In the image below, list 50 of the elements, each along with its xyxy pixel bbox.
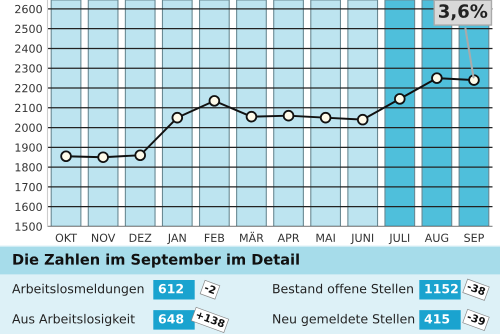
x-tick-label: NOV [92, 234, 116, 242]
text: +138 [196, 310, 226, 328]
text: Aus Arbeitslosigkeit [12, 314, 135, 326]
text: 1152 [425, 284, 458, 294]
y-tick-label: 1600 [16, 202, 42, 212]
x-tick-label: JAN [167, 234, 186, 244]
x-tick-label: APR [278, 234, 300, 242]
point [60, 150, 72, 162]
y-tick-label: 1800 [16, 163, 42, 172]
y-tick-label: 2200 [15, 84, 42, 92]
point [394, 93, 406, 105]
x-tick-label: JULI [388, 234, 410, 244]
text: -38 [466, 282, 486, 296]
point [208, 95, 220, 107]
y-tick-label: 2500 [15, 24, 42, 34]
point [320, 112, 332, 124]
y-tick-label: 1500 [16, 222, 42, 231]
x-tick-label: AUG [424, 234, 448, 242]
text: Die Zahlen im September im Detail [13, 254, 299, 268]
point [172, 112, 184, 124]
y-tick-label: 2400 [15, 44, 42, 53]
y-tick-label: 2000 [15, 124, 42, 132]
x-tick-label: MÄR [240, 232, 264, 242]
x-tick-label: OKT [56, 234, 78, 242]
y-tick-label: 1900 [16, 143, 42, 152]
y-tick-label: 2100 [15, 104, 42, 112]
y-tick-label: 1700 [16, 182, 42, 192]
text: 415 [424, 314, 450, 324]
text: -39 [466, 312, 486, 326]
point [356, 114, 368, 126]
x-tick-label: SEP [464, 234, 484, 242]
text: -2 [204, 283, 216, 294]
x-tick-label: JUNI [350, 234, 374, 244]
point [97, 151, 109, 163]
text: Neu gemeldete Stellen [273, 314, 414, 326]
text: Bestand offene Stellen [273, 284, 413, 294]
text: 612 [158, 284, 184, 294]
x-tick-label: FEB [204, 234, 224, 242]
text: 648 [158, 314, 184, 324]
point [134, 149, 146, 162]
point [282, 110, 294, 122]
y-tick-label: 2300 [15, 64, 42, 73]
point [246, 110, 258, 122]
point [431, 72, 443, 84]
x-tick-label: MAI [316, 234, 335, 242]
annotation: 3,6% [439, 4, 488, 20]
y-tick-label: 2600 [15, 4, 42, 14]
x-tick-label: DEZ [130, 234, 152, 242]
point [468, 74, 480, 86]
text: Arbeitslosmeldungen [12, 284, 144, 296]
